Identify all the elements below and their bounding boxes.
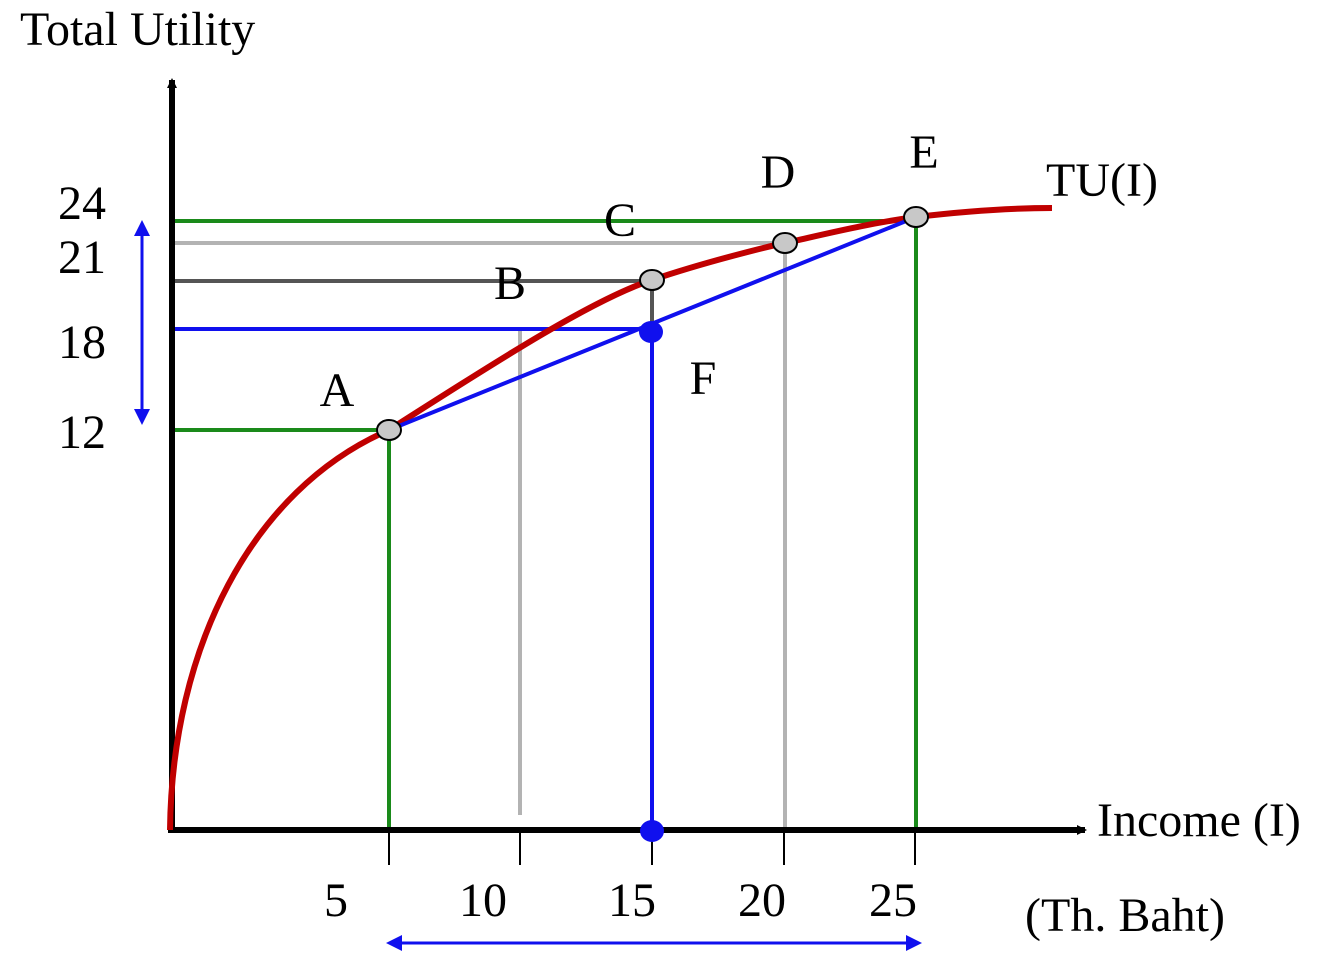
x-tick-label: 25 xyxy=(869,874,917,927)
point-label: A xyxy=(320,364,355,417)
point-label: F xyxy=(690,352,717,405)
curve-label: TU(I) xyxy=(1046,154,1158,207)
points xyxy=(376,206,929,441)
x-tick-label: 10 xyxy=(459,874,507,927)
point-label: B xyxy=(494,257,526,310)
x-ticks xyxy=(388,830,916,865)
point-label: C xyxy=(604,194,636,247)
y-tick-label: 12 xyxy=(58,406,106,459)
point-a xyxy=(376,419,402,441)
y-tick-label: 18 xyxy=(58,316,106,369)
point-d xyxy=(772,232,798,254)
arrow-head xyxy=(134,220,150,236)
x-tick-label: 5 xyxy=(324,874,348,927)
point-f xyxy=(639,321,663,343)
point-e xyxy=(903,206,929,228)
point-b xyxy=(639,269,665,291)
y-tick-label: 21 xyxy=(58,231,106,284)
point-f-income xyxy=(640,820,664,842)
arrow-head xyxy=(386,935,402,951)
arrow-head xyxy=(134,409,150,425)
x-axis-unit: (Th. Baht) xyxy=(1025,889,1225,942)
point-label: D xyxy=(761,146,796,199)
x-axis-label: Income (I) xyxy=(1097,794,1301,847)
range-arrows xyxy=(134,220,922,951)
arrow-head xyxy=(906,935,922,951)
guide-lines xyxy=(172,217,918,830)
x-tick-label: 15 xyxy=(608,874,656,927)
point-label: E xyxy=(909,126,938,179)
y-axis-label: Total Utility xyxy=(20,3,255,56)
x-tick-label: 20 xyxy=(738,874,786,927)
y-tick-label: 24 xyxy=(58,177,106,230)
tu-curve xyxy=(167,205,1053,831)
